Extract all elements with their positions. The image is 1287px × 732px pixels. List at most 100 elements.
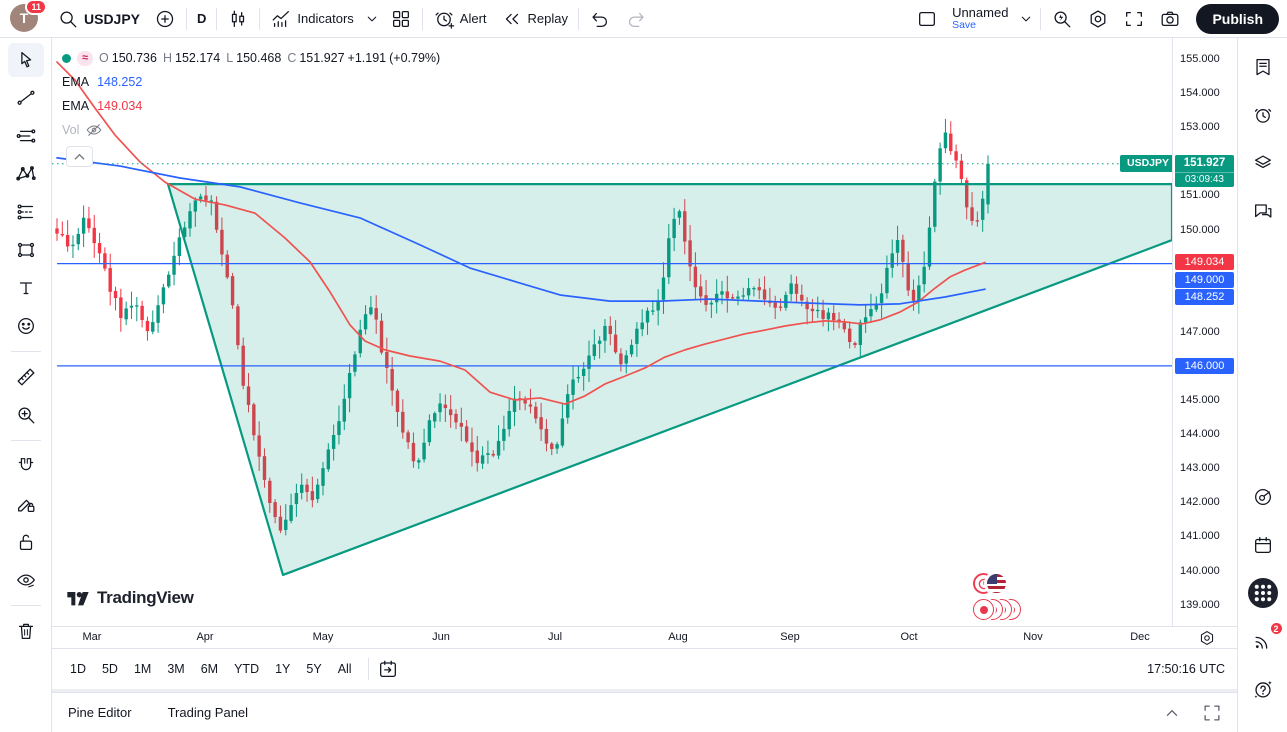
zoom-in-icon xyxy=(15,404,37,426)
undo-button[interactable] xyxy=(582,4,618,34)
tradingview-mark-icon xyxy=(67,592,89,606)
add-compare-button[interactable] xyxy=(147,4,183,34)
indicators-label: Indicators xyxy=(297,11,354,26)
month-label-Apr: Apr xyxy=(196,631,214,643)
layout-name: Unnamed xyxy=(952,4,1009,20)
high-value: 152.174 xyxy=(175,51,221,65)
us-flag-icon xyxy=(986,573,1007,594)
sidebar-help-button[interactable] xyxy=(1245,672,1281,706)
user-menu-button[interactable]: T 11 xyxy=(10,0,47,34)
text-icon xyxy=(15,277,37,299)
watchlist-icon xyxy=(1252,56,1274,78)
save-link[interactable]: Save xyxy=(952,18,976,31)
ema2-label: EMA xyxy=(62,99,90,113)
toolbar-divider xyxy=(578,7,579,30)
bottom-panel: Pine Editor Trading Panel xyxy=(52,692,1237,732)
tradingview-logo[interactable]: TradingView xyxy=(66,587,194,609)
chart-style-button[interactable] xyxy=(220,4,256,34)
tool-lock[interactable] xyxy=(8,525,44,559)
layout-button[interactable] xyxy=(909,4,945,34)
sidebar-alerts-button[interactable] xyxy=(1245,98,1281,132)
volume-label: Vol xyxy=(62,123,80,137)
lock-icon xyxy=(15,531,37,553)
tool-parallel-lines[interactable] xyxy=(8,119,44,153)
us-economic-event-icon[interactable] xyxy=(973,573,1007,594)
tool-trend-line[interactable] xyxy=(8,81,44,115)
tool-fib-lines[interactable] xyxy=(8,195,44,229)
legend-collapse-button[interactable] xyxy=(66,146,93,167)
sidebar-watchlist-button[interactable] xyxy=(1245,50,1281,84)
price-tick: 147.000 xyxy=(1180,325,1220,338)
indicators-button[interactable]: Indicators xyxy=(263,4,360,34)
interval-button[interactable]: D xyxy=(190,4,213,34)
chart-settings-button[interactable] xyxy=(1080,4,1116,34)
time-axis[interactable]: Mar Apr May Jun Jul Aug Sep Oct Nov Dec xyxy=(52,626,1237,648)
publish-button[interactable]: Publish xyxy=(1196,3,1279,34)
fullscreen-button[interactable] xyxy=(1116,4,1152,34)
month-label-Mar: Mar xyxy=(82,631,102,643)
range-All[interactable]: All xyxy=(330,657,360,681)
timescale-settings-icon[interactable] xyxy=(1198,629,1216,647)
sidebar-dom-button[interactable] xyxy=(1245,480,1281,514)
symbol-search-button[interactable]: USDJPY xyxy=(50,4,147,34)
quick-search-button[interactable] xyxy=(1044,4,1080,34)
sidebar-news-button[interactable]: 2 xyxy=(1245,621,1284,658)
panel-expand-icon[interactable] xyxy=(1161,702,1183,724)
tool-drawing-lock[interactable] xyxy=(8,487,44,521)
range-buttons: 1D 5D 1M 3M 6M YTD 1Y 5Y All xyxy=(62,657,360,681)
replay-button[interactable]: Replay xyxy=(494,4,575,34)
go-to-date-icon[interactable] xyxy=(377,658,399,680)
tool-zoom-in[interactable] xyxy=(8,398,44,432)
layout-dropdown-button[interactable] xyxy=(1015,4,1037,34)
tool-magnet[interactable] xyxy=(8,449,44,483)
range-1M[interactable]: 1M xyxy=(126,657,159,681)
tool-trash[interactable] xyxy=(8,614,44,648)
timezone-clock[interactable]: 17:50:16 UTC xyxy=(1147,662,1225,676)
tool-cursor[interactable] xyxy=(7,43,44,77)
chart-column: ≈ O 150.736 H 152.174 L 150.468 C 151.927 +1… xyxy=(52,38,1237,732)
range-3M[interactable]: 3M xyxy=(159,657,192,681)
price-chart-canvas[interactable] xyxy=(52,38,1172,626)
jp-economic-events-icon[interactable] xyxy=(973,599,1021,620)
price-tick: 143.000 xyxy=(1180,462,1220,475)
tool-ruler[interactable] xyxy=(8,360,44,394)
price-badge-149.000: 149.000 xyxy=(1175,271,1234,288)
camera-icon xyxy=(1159,8,1181,30)
save-layout-button[interactable]: Unnamed Save xyxy=(945,4,1015,34)
tool-text[interactable] xyxy=(8,271,44,305)
panel-maximize-icon[interactable] xyxy=(1201,702,1223,724)
range-5Y[interactable]: 5Y xyxy=(298,657,329,681)
sidebar-chat-button[interactable] xyxy=(1245,194,1281,228)
toolbar-divider xyxy=(186,7,188,30)
tool-xabcd-pattern[interactable] xyxy=(8,157,44,191)
range-1D[interactable]: 1D xyxy=(62,657,94,681)
range-YTD[interactable]: YTD xyxy=(226,657,267,681)
bottom-panel-tabs: Pine Editor Trading Panel xyxy=(68,705,284,720)
price-axis[interactable]: 155.000 154.000 153.000 151.000 150.000 147.0… xyxy=(1172,38,1237,626)
price-tick: 145.000 xyxy=(1180,394,1220,406)
tab-trading-panel[interactable]: Trading Panel xyxy=(167,705,249,720)
tab-pine-editor[interactable]: Pine Editor xyxy=(68,705,132,720)
snapshot-button[interactable] xyxy=(1152,4,1188,34)
tool-rectangle[interactable] xyxy=(8,233,44,267)
open-label: O xyxy=(99,51,109,65)
create-alert-button[interactable]: Alert xyxy=(426,4,494,34)
eye-slash-icon[interactable] xyxy=(85,121,103,139)
tool-emoji[interactable] xyxy=(8,309,44,343)
parallel-lines-icon xyxy=(15,125,37,147)
month-label-Nov: Nov xyxy=(1023,631,1043,643)
sidebar-apps-button[interactable] xyxy=(1245,576,1281,610)
toolbar-divider xyxy=(259,7,261,30)
indicator-templates-button[interactable] xyxy=(383,4,419,34)
main-area: ≈ O 150.736 H 152.174 L 150.468 C 151.927 +1… xyxy=(0,38,1287,732)
range-5D[interactable]: 5D xyxy=(94,657,126,681)
indicators-dropdown-button[interactable] xyxy=(361,4,383,34)
sidebar-calendar-button[interactable] xyxy=(1245,528,1281,562)
redo-button[interactable] xyxy=(618,4,654,34)
range-6M[interactable]: 6M xyxy=(193,657,226,681)
sidebar-object-tree-button[interactable] xyxy=(1245,146,1281,180)
month-label-Aug: Aug xyxy=(668,631,688,643)
range-1Y[interactable]: 1Y xyxy=(267,657,298,681)
tool-hide-drawings[interactable] xyxy=(8,563,44,597)
month-label-Sep: Sep xyxy=(780,631,800,643)
